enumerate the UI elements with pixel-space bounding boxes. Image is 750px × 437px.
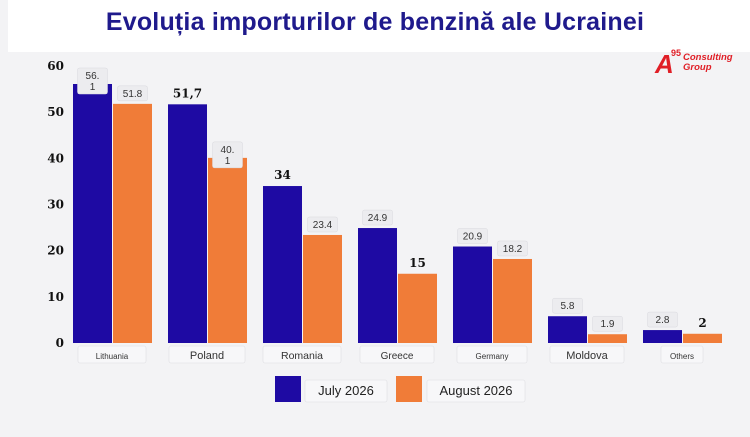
category-label-others: Others <box>670 352 694 361</box>
legend-label-1: July 2026 <box>318 383 374 398</box>
data-label-lithuania-series-1: 56. 1 <box>86 71 100 93</box>
category-box-greece <box>359 345 435 364</box>
bar-greece-series-2 <box>398 273 437 343</box>
bar-greece-series-1 <box>358 228 397 343</box>
data-label-box-romania-series-2 <box>307 216 338 233</box>
bar-lithuania-series-2 <box>113 103 152 344</box>
data-label-poland-series-1: 51,7 <box>173 86 202 100</box>
data-label-romania-series-1: 34 <box>274 168 291 182</box>
category-label-romania: Romania <box>281 350 323 362</box>
y-tick-label-0: 0 <box>56 336 64 350</box>
category-label-poland: Poland <box>190 350 224 362</box>
category-label-lithuania: Lithuania <box>96 352 129 361</box>
brand-logo: A 95 Consulting Group <box>655 48 747 79</box>
data-label-box-germany-series-1 <box>457 228 488 244</box>
legend-swatch-1 <box>275 376 301 402</box>
legend-box-1 <box>304 379 388 403</box>
logo-text: Consulting Group <box>683 53 747 73</box>
y-tick-label-4: 40 <box>47 151 64 165</box>
bar-germany-series-2 <box>493 258 532 343</box>
category-box-poland <box>168 345 246 364</box>
legend-swatch-2 <box>396 376 422 402</box>
category-box-others <box>660 345 704 364</box>
data-label-germany-series-1: 20.9 <box>463 232 483 243</box>
y-tick-label-6: 60 <box>47 59 64 73</box>
data-label-lithuania-series-2: 51.8 <box>123 89 143 100</box>
category-label-moldova: Moldova <box>566 350 608 362</box>
bar-others-series-2 <box>683 333 722 343</box>
data-label-box-poland-series-2 <box>212 141 243 169</box>
bar-moldova-series-1 <box>548 316 587 343</box>
data-label-germany-series-2: 18.2 <box>503 244 523 255</box>
data-label-romania-series-2: 23.4 <box>313 220 333 231</box>
legend-label-2: August 2026 <box>439 383 512 398</box>
bar-moldova-series-2 <box>588 334 627 343</box>
logo-line-1: Consulting <box>683 52 733 63</box>
data-label-box-germany-series-2 <box>497 240 528 257</box>
category-label-germany: Germany <box>476 352 509 361</box>
bar-poland-series-2 <box>208 157 247 343</box>
data-label-moldova-series-1: 5.8 <box>561 301 575 312</box>
y-tick-label-1: 10 <box>47 290 64 304</box>
title-band <box>8 0 750 52</box>
data-label-box-moldova-series-2 <box>592 315 623 332</box>
legend-box-2 <box>426 379 526 403</box>
bar-romania-series-1 <box>263 186 302 343</box>
category-box-lithuania <box>77 345 147 364</box>
data-label-box-lithuania-series-2 <box>117 85 148 102</box>
bar-others-series-1 <box>643 330 682 343</box>
logo-superscript: 95 <box>671 48 682 58</box>
bar-germany-series-1 <box>453 246 492 343</box>
y-tick-label-5: 50 <box>47 105 64 119</box>
data-label-box-others-series-1 <box>647 311 678 328</box>
data-label-greece-series-2: 15 <box>409 256 426 270</box>
data-label-box-lithuania-series-1 <box>77 67 108 95</box>
data-label-poland-series-2: 40. 1 <box>221 145 235 167</box>
bar-lithuania-series-1 <box>73 84 112 343</box>
category-label-greece: Greece <box>381 351 414 362</box>
data-label-greece-series-1: 24.9 <box>368 213 388 224</box>
bar-romania-series-2 <box>303 234 342 343</box>
category-box-germany <box>456 345 528 364</box>
chart-title: Evoluția importurilor de benzină ale Ucr… <box>105 8 645 36</box>
logo-line-2: Group <box>683 62 712 73</box>
data-label-box-greece-series-1 <box>362 209 393 226</box>
y-tick-label-2: 20 <box>47 244 64 258</box>
category-box-moldova <box>549 345 625 364</box>
y-tick-label-3: 30 <box>47 198 64 212</box>
data-label-others-series-1: 2.8 <box>656 315 670 326</box>
data-label-others-series-2: 2 <box>698 316 706 330</box>
category-box-romania <box>262 345 342 364</box>
data-label-box-moldova-series-1 <box>552 297 583 314</box>
bar-poland-series-1 <box>168 104 207 344</box>
logo-letter: A <box>655 49 674 79</box>
data-label-moldova-series-2: 1.9 <box>601 319 615 330</box>
